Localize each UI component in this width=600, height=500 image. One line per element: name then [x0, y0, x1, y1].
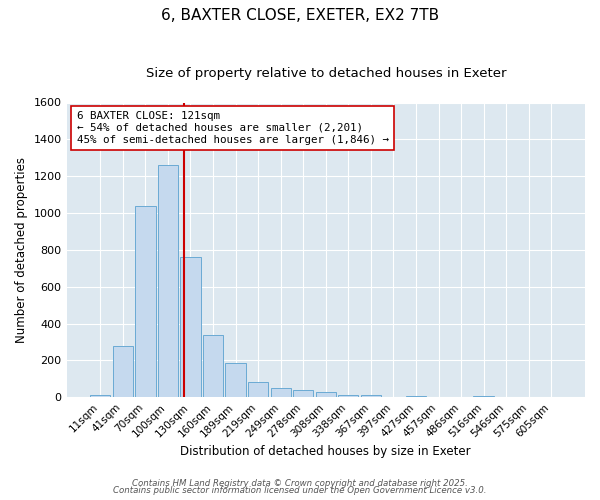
Bar [361, 396, 381, 397]
Bar [293, 390, 313, 397]
Bar [226, 363, 246, 397]
Bar [406, 396, 426, 397]
Text: Contains HM Land Registry data © Crown copyright and database right 2025.: Contains HM Land Registry data © Crown c… [132, 478, 468, 488]
Bar [473, 396, 494, 397]
Bar [248, 382, 268, 397]
Bar [90, 396, 110, 397]
Bar [271, 388, 291, 397]
Bar [203, 334, 223, 397]
Text: Contains public sector information licensed under the Open Government Licence v3: Contains public sector information licen… [113, 486, 487, 495]
X-axis label: Distribution of detached houses by size in Exeter: Distribution of detached houses by size … [181, 444, 471, 458]
Y-axis label: Number of detached properties: Number of detached properties [15, 157, 28, 343]
Bar [135, 206, 155, 397]
Bar [158, 165, 178, 397]
Text: 6 BAXTER CLOSE: 121sqm
← 54% of detached houses are smaller (2,201)
45% of semi-: 6 BAXTER CLOSE: 121sqm ← 54% of detached… [77, 112, 389, 144]
Bar [338, 394, 358, 397]
Text: 6, BAXTER CLOSE, EXETER, EX2 7TB: 6, BAXTER CLOSE, EXETER, EX2 7TB [161, 8, 439, 22]
Bar [181, 257, 200, 397]
Bar [316, 392, 336, 397]
Title: Size of property relative to detached houses in Exeter: Size of property relative to detached ho… [146, 68, 506, 80]
Bar [113, 346, 133, 397]
